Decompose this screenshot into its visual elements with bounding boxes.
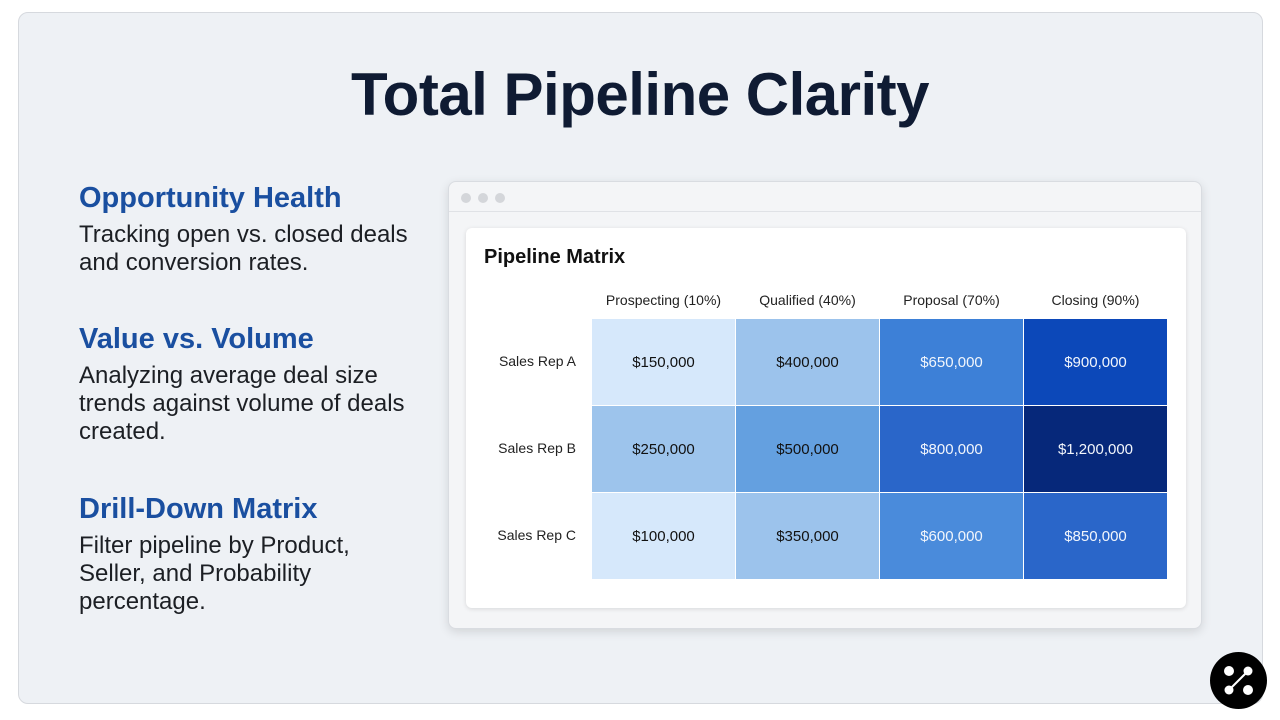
section-opportunity-health: Opportunity Health Tracking open vs. clo… (79, 182, 409, 277)
heatmap-cell[interactable]: $900,000 (1024, 319, 1167, 405)
column-header: Closing (90%) (1051, 292, 1140, 308)
window-dot-icon[interactable] (461, 193, 471, 203)
section-body: Tracking open vs. closed deals and conve… (79, 221, 408, 276)
section-heading: Opportunity Health (79, 182, 342, 214)
section-heading: Value vs. Volume (79, 323, 314, 355)
section-body: Analyzing average deal size trends again… (79, 362, 405, 445)
pipeline-matrix-card: Pipeline Matrix Prospecting (10%) Qualifi… (466, 228, 1186, 608)
heatmap-cell[interactable]: $350,000 (736, 493, 879, 579)
row-header: Sales Rep C (497, 527, 576, 543)
window-dot-icon[interactable] (495, 193, 505, 203)
slide-title: Total Pipeline Clarity (350, 61, 930, 128)
section-drill-down: Drill-Down Matrix Filter pipeline by Pro… (79, 493, 409, 616)
section-heading: Drill-Down Matrix (79, 493, 318, 525)
heatmap-cell[interactable]: $500,000 (736, 406, 879, 492)
section-body: Filter pipeline by Product, Seller, and … (79, 532, 350, 615)
heatmap-cell[interactable]: $1,200,000 (1024, 406, 1167, 492)
heatmap-cell[interactable]: $850,000 (1024, 493, 1167, 579)
heatmap-cell[interactable]: $150,000 (592, 319, 735, 405)
column-header: Prospecting (10%) (605, 292, 722, 308)
heatmap-cell[interactable]: $400,000 (736, 319, 879, 405)
row-header: Sales Rep B (498, 440, 576, 456)
column-header: Proposal (70%) (903, 292, 1000, 308)
section-value-volume: Value vs. Volume Analyzing average deal … (79, 323, 409, 446)
window-titlebar (449, 182, 1201, 212)
row-header: Sales Rep A (498, 353, 576, 369)
heatmap-cell[interactable]: $600,000 (880, 493, 1023, 579)
heatmap-cell[interactable]: $800,000 (880, 406, 1023, 492)
heatmap-cell[interactable]: $250,000 (592, 406, 735, 492)
chart-title: Pipeline Matrix (484, 246, 626, 268)
column-header: Qualified (40%) (759, 292, 856, 308)
heatmap-cell[interactable]: $100,000 (592, 493, 735, 579)
heatmap-cell[interactable]: $650,000 (880, 319, 1023, 405)
logo-icon (1210, 652, 1267, 709)
window-dot-icon[interactable] (478, 193, 488, 203)
browser-window: Pipeline Matrix Prospecting (10%) Qualifi… (448, 181, 1202, 629)
